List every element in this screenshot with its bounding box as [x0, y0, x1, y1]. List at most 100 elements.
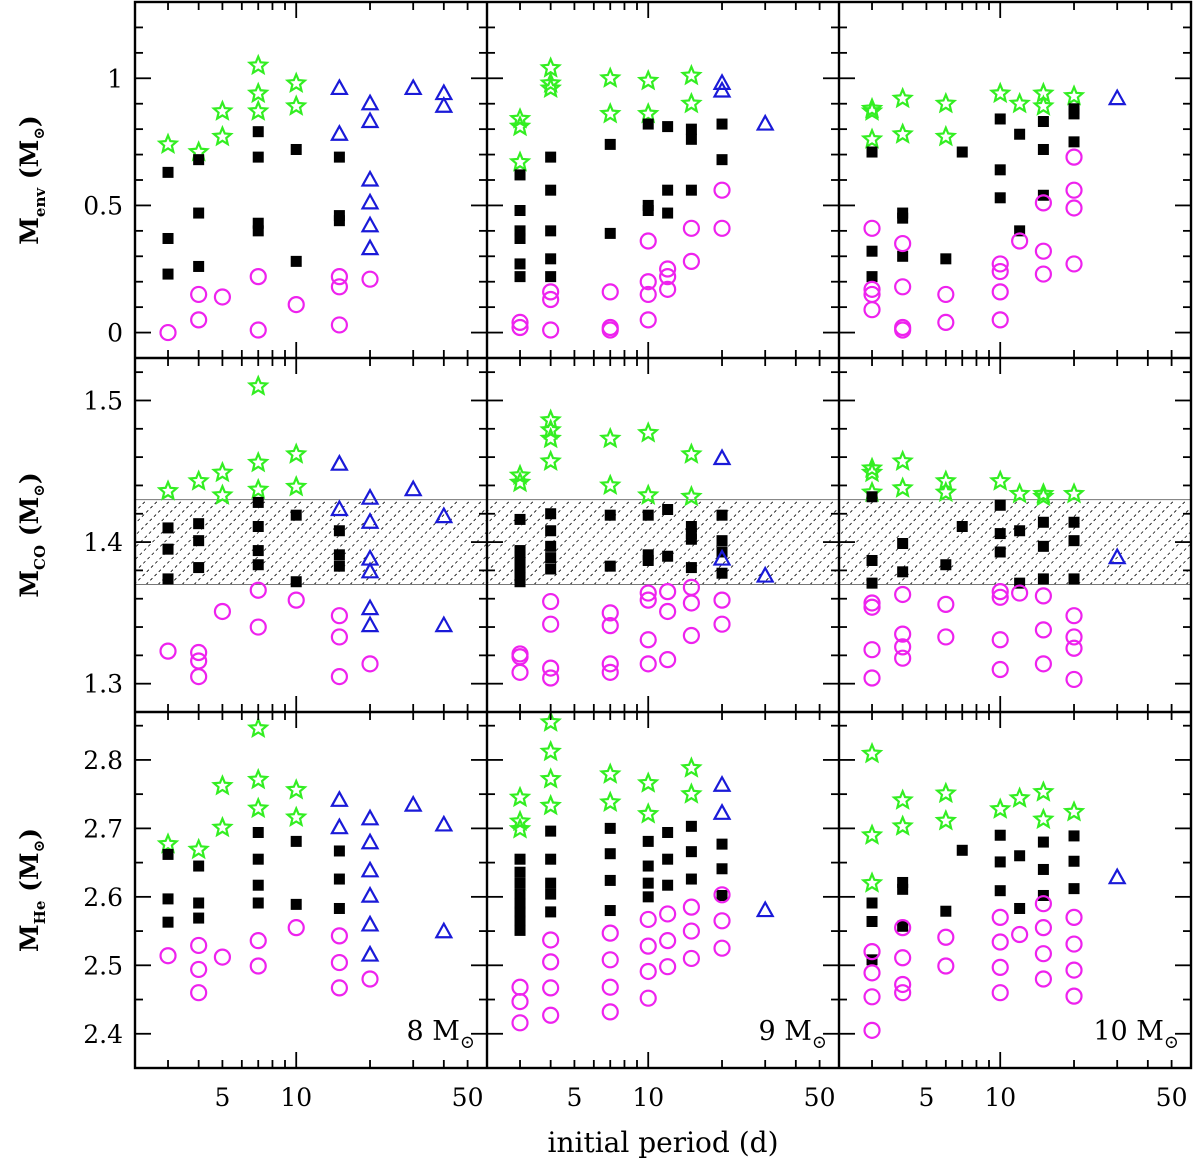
- square-marker: [897, 207, 909, 219]
- star-marker: [598, 426, 622, 449]
- square-marker: [685, 873, 697, 885]
- square-marker: [1037, 573, 1049, 585]
- hatch-line: [921, 499, 1008, 585]
- hatch-line: [665, 499, 752, 585]
- hatch-line: [494, 500, 579, 585]
- square-marker: [252, 126, 264, 138]
- triangle-marker: [434, 814, 454, 832]
- hatch-line: [229, 499, 316, 585]
- square-marker: [866, 491, 878, 503]
- y-axis-label-part: [15, 536, 44, 545]
- square-marker: [1068, 830, 1080, 842]
- square-marker: [252, 151, 264, 163]
- star-marker: [508, 114, 532, 137]
- circle-marker: [330, 607, 348, 625]
- x-tick-label: 10: [280, 1083, 312, 1112]
- square-marker: [604, 509, 616, 521]
- circle-marker: [1034, 242, 1052, 260]
- square-marker: [514, 205, 526, 217]
- square-marker: [685, 133, 697, 145]
- square-marker: [662, 121, 674, 133]
- star-marker: [860, 460, 884, 483]
- star-marker: [1032, 94, 1055, 116]
- square-marker: [514, 556, 526, 568]
- hatch-line: [882, 500, 967, 585]
- square-marker: [866, 271, 878, 283]
- circle-marker: [601, 951, 619, 969]
- circle-marker: [542, 669, 560, 687]
- triangle-marker: [434, 83, 454, 101]
- circle-marker: [991, 283, 1009, 301]
- circle-marker: [330, 316, 348, 334]
- circle-marker: [330, 979, 348, 997]
- square-marker: [685, 533, 697, 545]
- star-marker: [539, 449, 562, 471]
- square-marker: [1068, 136, 1080, 148]
- star-marker: [1032, 482, 1055, 504]
- triangle-marker: [330, 499, 349, 517]
- circle-marker: [659, 280, 677, 298]
- square-marker: [333, 210, 345, 222]
- hatch-line: [241, 499, 328, 585]
- hatch-line: [839, 499, 924, 585]
- hatch-line: [193, 499, 280, 585]
- circle-marker: [659, 602, 677, 621]
- star-marker: [246, 53, 270, 76]
- panel-mass-label: 9 M⊙: [758, 1016, 827, 1053]
- circle-marker: [682, 594, 700, 612]
- circle-marker: [511, 978, 529, 996]
- square-marker: [642, 509, 654, 521]
- circle-marker: [249, 321, 267, 339]
- hatch-line: [737, 499, 824, 585]
- hatch-line: [487, 499, 572, 585]
- circle-marker: [659, 260, 677, 278]
- triangle-marker: [403, 78, 423, 96]
- square-marker: [545, 184, 557, 196]
- square-marker: [162, 522, 174, 534]
- circle-marker: [542, 615, 560, 633]
- circle-marker: [542, 979, 560, 997]
- x-tick-label: 10: [984, 1083, 1016, 1112]
- y-axis-label: MHe (M⊙): [15, 828, 49, 952]
- circle-marker: [682, 252, 700, 270]
- circle-marker: [249, 618, 267, 636]
- star-marker: [1008, 786, 1031, 808]
- triangle-marker: [360, 111, 380, 129]
- hatch-line: [641, 499, 728, 585]
- hatch-line: [849, 499, 936, 585]
- triangle-marker: [360, 93, 380, 111]
- star-marker: [891, 122, 914, 144]
- square-marker: [642, 554, 654, 566]
- circle-marker: [863, 943, 881, 961]
- star-marker: [680, 63, 703, 86]
- square-marker: [1068, 535, 1080, 547]
- square-marker: [956, 521, 968, 533]
- triangle-marker: [360, 832, 380, 850]
- square-marker: [1014, 225, 1026, 237]
- hatch-line: [1077, 499, 1164, 585]
- y-tick-label: 2.7: [83, 814, 123, 843]
- circle-marker: [639, 989, 657, 1007]
- square-marker: [604, 905, 616, 917]
- star-marker: [934, 469, 958, 491]
- square-marker: [685, 184, 697, 196]
- star-marker: [187, 469, 210, 491]
- star-marker: [680, 442, 703, 464]
- hatch-line: [530, 500, 615, 585]
- circle-marker: [1011, 925, 1029, 944]
- y-axis-label-part: env: [31, 187, 49, 217]
- star-marker: [211, 124, 234, 147]
- hatch-line: [689, 499, 776, 585]
- circle-marker: [713, 181, 731, 199]
- square-marker: [1068, 103, 1080, 115]
- square-marker: [642, 860, 654, 872]
- circle-marker: [682, 626, 700, 645]
- star-marker: [539, 793, 562, 816]
- hatch-line: [554, 500, 639, 585]
- square-marker: [662, 207, 674, 219]
- circle-marker: [894, 975, 912, 994]
- square-marker: [252, 545, 264, 557]
- hatch-line: [846, 500, 931, 585]
- star-marker: [934, 781, 958, 804]
- circle-marker: [1011, 584, 1029, 602]
